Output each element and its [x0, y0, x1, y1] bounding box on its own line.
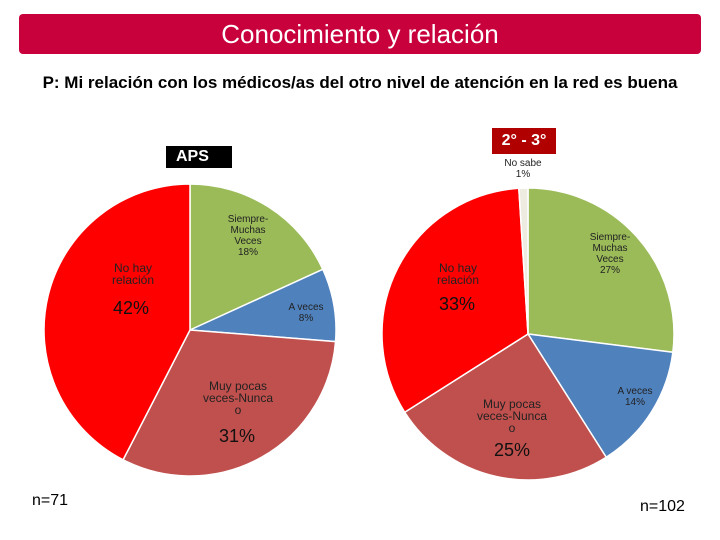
slice-label: Siempre-Muchas Veces 18%	[228, 214, 269, 258]
sample-size-2-3: n=102	[640, 498, 685, 515]
title-bar: Conocimiento y relación	[19, 14, 701, 54]
slice-label: No hay relación	[437, 261, 479, 287]
slice-percent: 31%	[219, 426, 255, 446]
chart-aps-title: APS	[166, 146, 232, 168]
pie-slice	[526, 333, 674, 459]
sample-size-aps: n=71	[32, 492, 69, 509]
pie-slice	[43, 183, 191, 461]
pie-slice	[403, 332, 608, 481]
pie-chart-aps: Siempre-Muchas Veces 18% A veces 8% Muy pocas…	[43, 183, 337, 477]
slice-label: Muy pocas veces-Nunca o	[477, 397, 547, 435]
slice-percent: 33%	[439, 294, 475, 314]
slice-label: No hay relación	[112, 261, 154, 287]
slice-label: No sabe 1%	[504, 158, 542, 180]
pie-slice	[527, 187, 675, 354]
slice-label: A veces 8%	[288, 302, 323, 324]
pie-slice	[122, 329, 337, 477]
slice-percent: 42%	[113, 298, 149, 318]
slice-percent: 25%	[494, 440, 530, 460]
pie-slice	[518, 187, 529, 335]
page-title: Conocimiento y relación	[221, 19, 499, 49]
slice-label: Muy pocas veces-Nunca o	[203, 379, 273, 417]
pie-slice	[381, 187, 529, 414]
question-text: P: Mi relación con los médicos/as del ot…	[42, 73, 678, 92]
pie-chart-2-3: Siempre-Muchas Veces 27% A veces 14% Muy poca…	[381, 158, 675, 481]
slice-label: A veces 14%	[617, 386, 652, 408]
slice-label: Siempre-Muchas Veces 27%	[590, 232, 631, 276]
chart-2-3-title: 2° - 3°	[492, 128, 556, 154]
pie-slice	[189, 183, 324, 332]
